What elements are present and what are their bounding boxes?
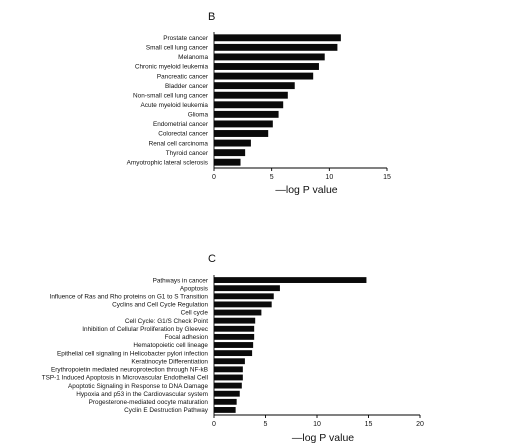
bar — [214, 101, 284, 109]
bar — [214, 317, 256, 324]
category-label: Apoptotic Signaling in Response to DNA D… — [68, 383, 208, 390]
bar — [214, 149, 246, 157]
x-tick-label: 15 — [383, 174, 391, 181]
category-label: Cell Cycle: G1/S Check Point — [125, 318, 208, 325]
bar — [214, 91, 288, 99]
x-axis-label-c: —log P value — [292, 432, 354, 444]
bar — [214, 398, 237, 405]
bar — [214, 82, 295, 90]
category-label: Cell cycle — [181, 310, 209, 317]
bar — [214, 366, 243, 373]
x-tick-label: 5 — [270, 174, 274, 181]
x-tick-label: 0 — [212, 174, 216, 181]
category-label: Cyclin E Destruction Pathway — [124, 407, 209, 414]
category-label: Chronic myeloid leukemia — [135, 64, 209, 71]
bar — [214, 120, 273, 128]
bar — [214, 43, 338, 51]
bar — [214, 139, 251, 147]
bar — [214, 309, 262, 316]
category-label: Inhibition of Cellular Proliferation by … — [82, 326, 209, 333]
bar — [214, 110, 279, 118]
x-tick-label: 10 — [313, 421, 321, 428]
x-tick-label: 0 — [212, 421, 216, 428]
x-tick-label: 20 — [416, 421, 424, 428]
panel-label-b: B — [208, 11, 215, 23]
x-ticks-b: 0 5 10 15 — [212, 168, 391, 181]
category-label: Acute myeloid leukemia — [141, 102, 209, 109]
bar — [214, 350, 253, 357]
bar — [214, 72, 314, 80]
category-label: Endometrial cancer — [153, 121, 209, 128]
category-label: Influence of Ras and Rho proteins on G1 … — [50, 293, 209, 300]
bar — [214, 382, 242, 389]
category-label: Bladder cancer — [165, 83, 209, 90]
panel-label-c: C — [208, 253, 216, 265]
bars-b — [214, 34, 341, 166]
category-label: Glioma — [188, 112, 209, 119]
category-label: Hypoxia and p53 in the Cardiovascular sy… — [76, 391, 208, 398]
category-label: Small cell lung cancer — [146, 45, 209, 52]
bar — [214, 277, 367, 283]
x-axis-label-b: —log P value — [275, 184, 337, 196]
category-label: Progesterone-mediated oocyte maturation — [89, 399, 209, 406]
bar — [214, 285, 280, 292]
category-label: Hematopoietic cell lineage — [133, 342, 208, 349]
bar — [214, 293, 274, 300]
category-label: Colorectal cancer — [158, 131, 209, 138]
category-label: Thyroid cancer — [166, 150, 209, 157]
category-label: Pancreatic cancer — [157, 73, 209, 80]
category-label: Non-small cell lung cancer — [133, 92, 209, 99]
category-label: Focal adhesion — [165, 334, 209, 341]
category-label: Erythropoietin mediated neuroprotection … — [51, 367, 208, 374]
category-label: Keratinocyte Differentiation — [131, 358, 208, 365]
x-tick-label: 5 — [264, 421, 268, 428]
category-label: Epithelial cell signaling in Helicobacte… — [57, 350, 208, 357]
bar — [214, 407, 236, 413]
bar — [214, 301, 272, 308]
bar — [214, 390, 240, 397]
category-label: Prostate cancer — [163, 35, 209, 42]
bar — [214, 333, 255, 340]
category-label: TSP-1 Induced Apoptosis in Microvascular… — [42, 375, 208, 382]
bar — [214, 325, 255, 332]
chart-panel-b: B Prostate cancer Small cell lung cancer M… — [127, 11, 391, 196]
x-tick-label: 10 — [325, 174, 333, 181]
x-ticks-c: 0 5 10 15 20 — [212, 415, 424, 428]
bar — [214, 374, 243, 381]
bar — [214, 130, 269, 137]
category-labels-b: Prostate cancer Small cell lung cancer Mel… — [127, 35, 209, 166]
category-label: Cyclins and Cell Cycle Regulation — [112, 302, 208, 309]
bar — [214, 63, 319, 70]
category-label: Melanoma — [178, 54, 208, 61]
category-label: Pathways in cancer — [153, 277, 209, 284]
bar — [214, 53, 325, 61]
bar — [214, 34, 341, 42]
bar — [214, 158, 241, 166]
bar — [214, 358, 245, 365]
bars-c — [214, 277, 367, 413]
bar — [214, 342, 254, 348]
category-label: Renal cell carcinoma — [149, 140, 209, 147]
category-label: Apoptosis — [180, 285, 208, 292]
category-label: Amyotrophic lateral sclerosis — [127, 159, 208, 166]
x-tick-label: 15 — [365, 421, 373, 428]
